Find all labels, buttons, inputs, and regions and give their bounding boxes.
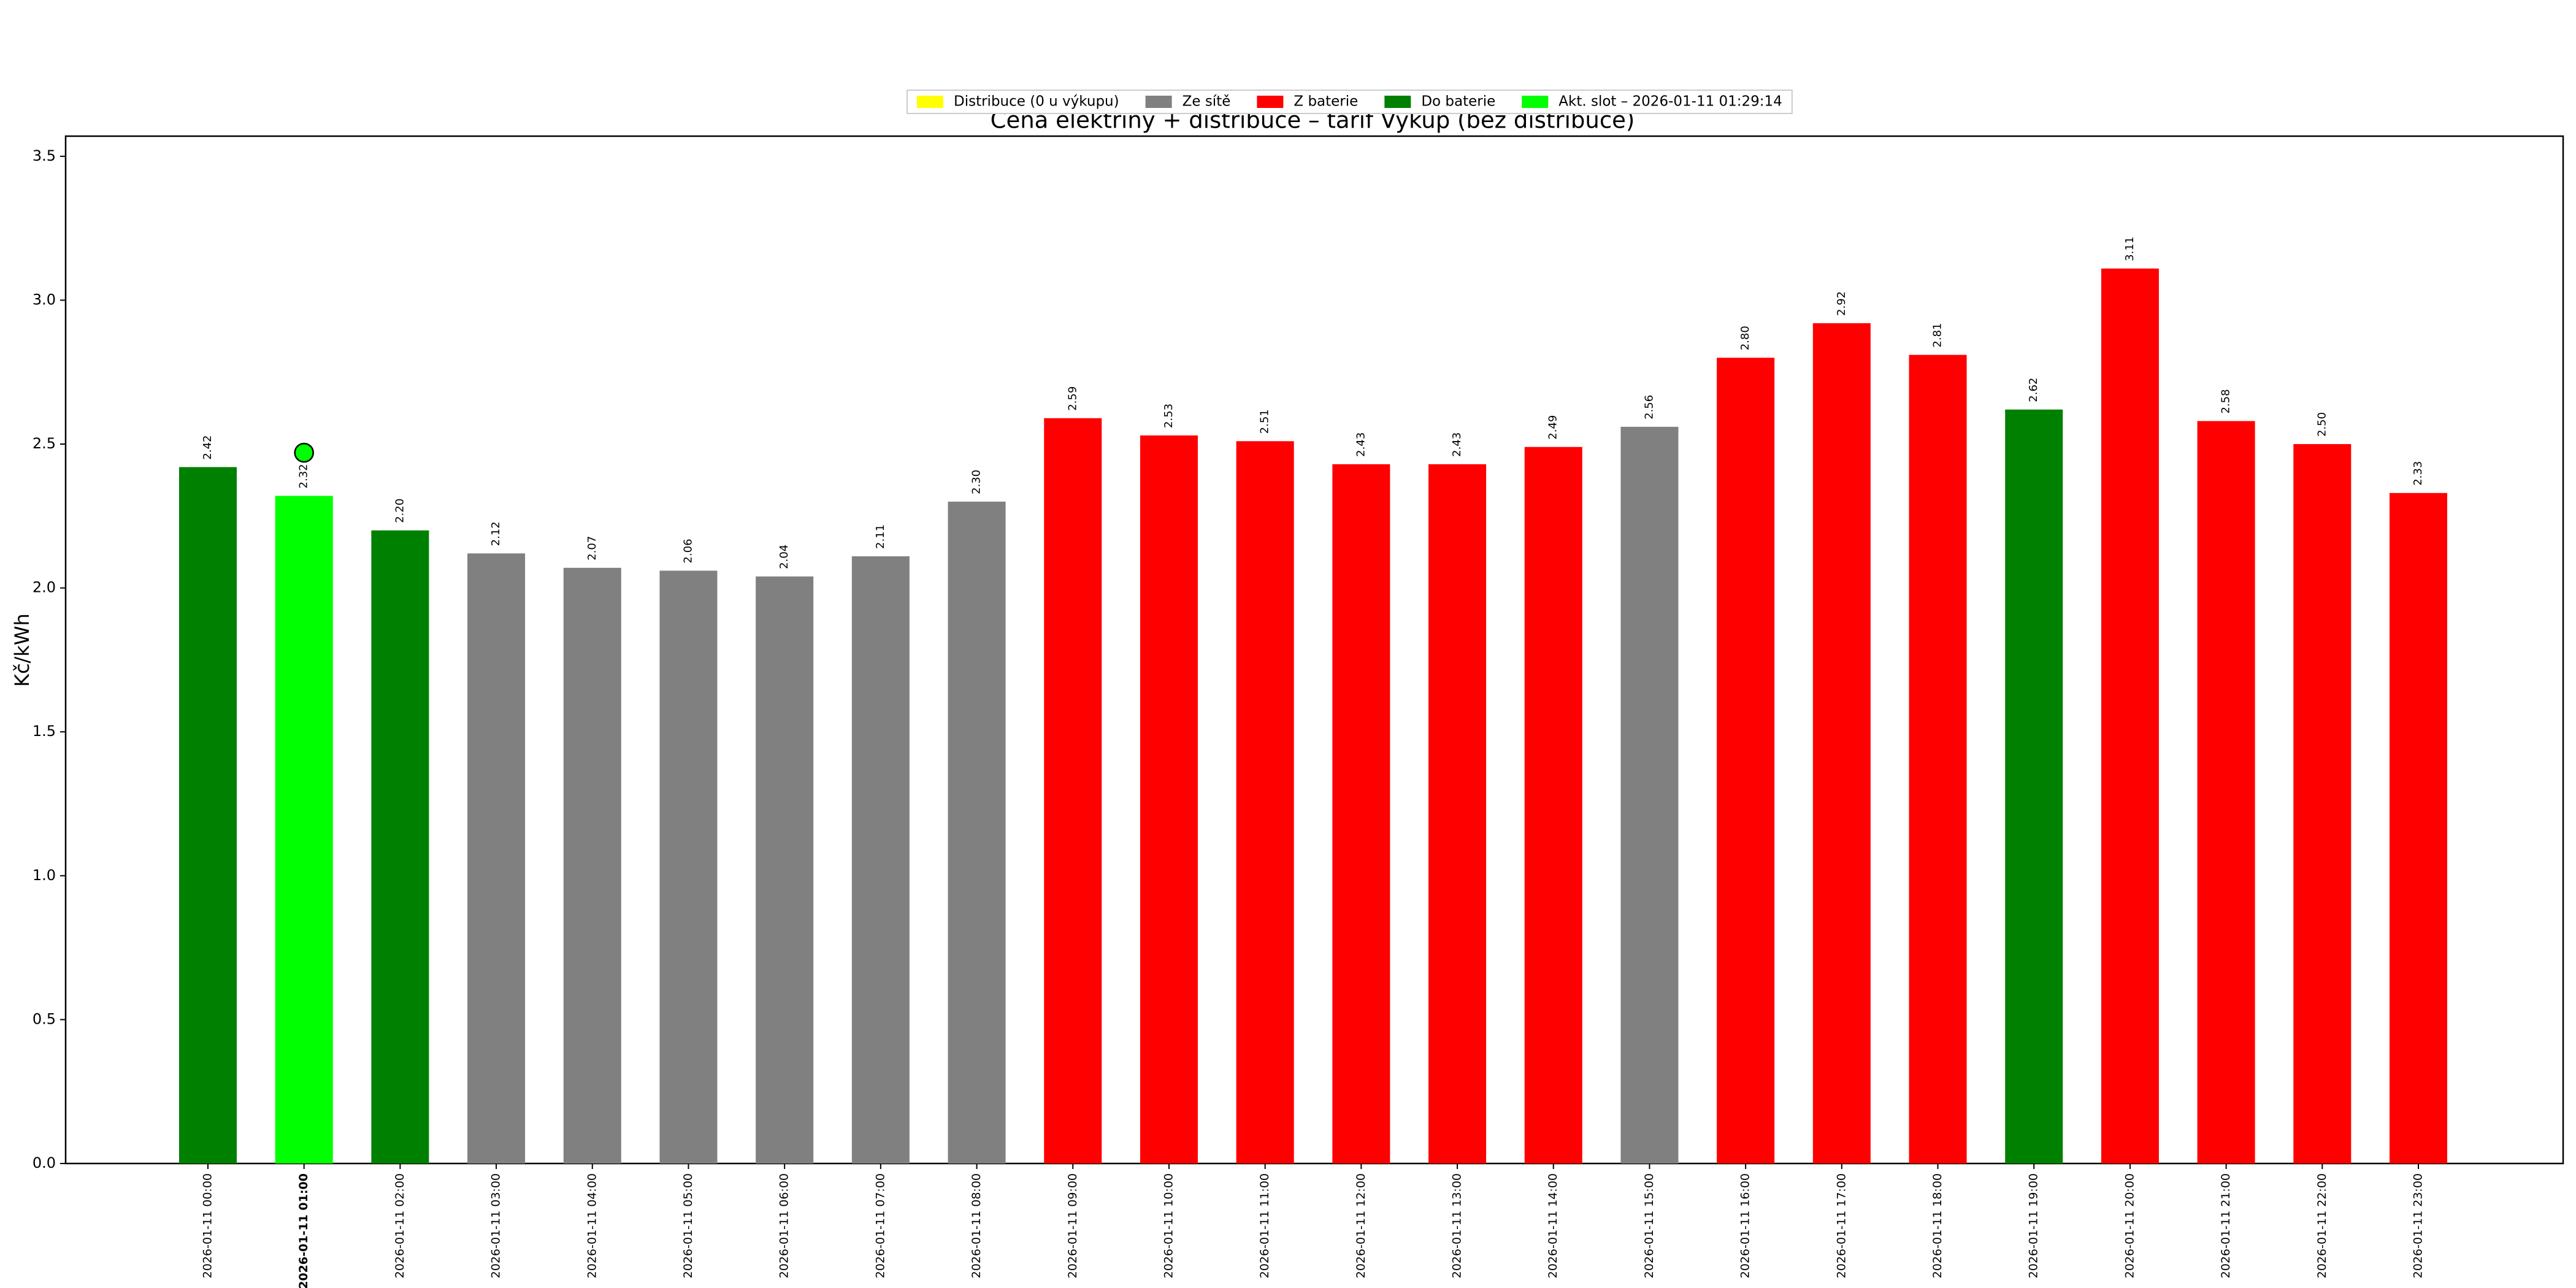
value-label: 2.06 [681,539,694,563]
value-label: 2.43 [1451,432,1463,457]
bar [275,496,333,1163]
legend-swatch [1384,96,1411,108]
current-marker [294,442,314,463]
y-tick-label: 1.0 [33,867,56,884]
value-label: 2.32 [297,464,310,488]
x-tick-label: 2026-01-11 03:00 [489,1173,503,1278]
value-label: 2.30 [970,470,983,494]
bar [851,556,910,1163]
bar [1332,464,1390,1163]
y-tick-label: 3.5 [33,147,56,164]
legend-label: Akt. slot – 2026-01-11 01:29:14 [1558,94,1782,110]
value-label: 2.51 [1259,409,1271,434]
value-label: 2.50 [2315,412,2328,437]
value-label: 2.42 [201,435,214,459]
bar [1140,435,1198,1163]
x-tick-label: 2026-01-11 22:00 [2315,1173,2329,1278]
x-tick-label: 2026-01-11 01:00 [297,1173,310,1288]
y-axis-label: Kč/kWh [10,613,34,687]
value-label: 2.59 [1066,386,1079,411]
x-tick-label: 2026-01-11 12:00 [1354,1173,1368,1278]
bar [371,530,429,1163]
x-tick-label: 2026-01-11 04:00 [585,1173,599,1278]
bar [1236,441,1294,1164]
legend-swatch [1257,96,1284,108]
bar [2005,409,2063,1163]
x-tick-label: 2026-01-11 11:00 [1258,1173,1271,1278]
legend-label: Ze sítě [1183,94,1231,110]
x-tick-label: 2026-01-11 09:00 [1066,1173,1079,1278]
legend-swatch [1522,96,1549,108]
legend-box [907,90,1793,114]
value-label: 2.62 [2027,378,2040,402]
legend-swatch [917,96,943,108]
x-tick-label: 2026-01-11 18:00 [1931,1173,1944,1278]
value-label: 2.12 [489,521,502,546]
legend-label: Z baterie [1294,94,1358,110]
legend-label: Distribuce (0 u výkupu) [954,94,1119,110]
x-tick-label: 2026-01-11 17:00 [1834,1173,1848,1278]
y-tick-label: 0.5 [33,1010,56,1027]
x-tick-label: 2026-01-11 15:00 [1643,1173,1656,1278]
value-label: 2.43 [1354,432,1367,457]
x-tick-label: 2026-01-11 06:00 [778,1173,791,1278]
bar [2101,268,2159,1164]
bar [2389,493,2448,1163]
y-tick-label: 2.0 [33,579,56,596]
x-tick-label: 2026-01-11 05:00 [681,1173,695,1278]
x-tick-label: 2026-01-11 16:00 [1739,1173,1752,1278]
x-tick-label: 2026-01-11 02:00 [393,1173,407,1278]
value-label: 2.53 [1162,404,1175,428]
x-tick-label: 2026-01-11 21:00 [2219,1173,2233,1278]
value-label: 2.56 [1643,395,1655,420]
x-tick-label: 2026-01-11 07:00 [873,1173,887,1278]
bar [948,501,1006,1163]
value-label: 2.81 [1931,323,1944,348]
value-label: 2.49 [1547,415,1560,440]
x-tick-label: 2026-01-11 20:00 [2123,1173,2136,1278]
x-tick-label: 2026-01-11 13:00 [1451,1173,1464,1278]
y-tick-label: 2.5 [33,435,56,452]
value-label: 2.33 [2412,461,2425,486]
x-tick-label: 2026-01-11 23:00 [2412,1173,2425,1278]
bar [659,570,718,1163]
value-label: 2.04 [778,545,791,569]
x-tick-label: 2026-01-11 08:00 [970,1173,983,1278]
bar [1044,418,1102,1163]
x-tick-label: 2026-01-11 10:00 [1162,1173,1175,1278]
value-label: 2.07 [586,536,599,561]
bar [1909,355,1967,1163]
bar [467,553,526,1163]
plot-frame [64,135,2564,1165]
value-label: 2.80 [1739,326,1752,350]
y-tick-label: 1.5 [33,723,56,740]
bar [1717,358,1775,1163]
value-label: 3.11 [2123,237,2136,261]
bar [563,567,621,1163]
value-label: 2.20 [393,499,406,523]
bar [2293,444,2352,1164]
legend-swatch [1145,96,1172,108]
legend-label: Do baterie [1421,94,1495,110]
value-label: 2.92 [1835,291,1848,316]
y-tick-label: 3.0 [33,291,56,308]
legend: Distribuce (0 u výkupu) Ze sítě Z baterie D… [907,90,1793,114]
bar [1620,426,1679,1163]
bar [756,576,814,1163]
value-label: 2.11 [874,524,887,549]
bar [178,467,237,1163]
x-tick-label: 2026-01-11 19:00 [2027,1173,2041,1278]
x-tick-label: 2026-01-11 00:00 [201,1173,215,1278]
value-label: 2.58 [2220,389,2233,413]
y-tick-label: 0.0 [33,1154,56,1171]
bar [1428,464,1487,1163]
bar [2197,421,2255,1163]
x-tick-label: 2026-01-11 14:00 [1546,1173,1560,1278]
bar [1524,447,1582,1164]
bar [1812,323,1871,1164]
